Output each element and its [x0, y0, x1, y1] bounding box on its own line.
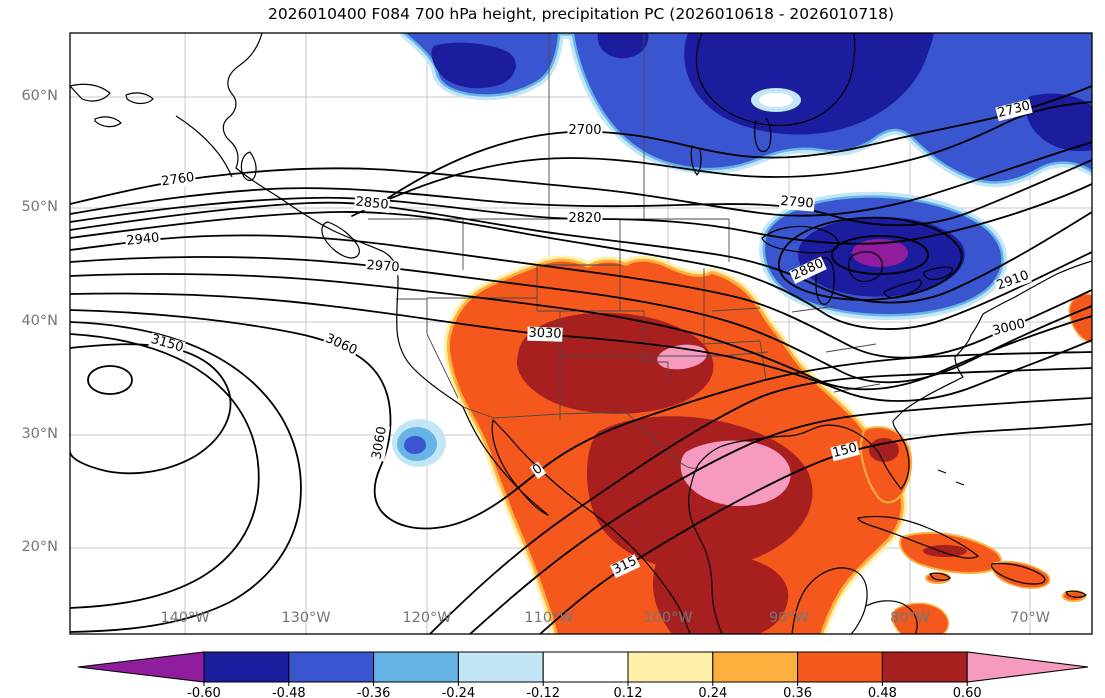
shading-darkred-plains — [516, 312, 714, 414]
plot-frame — [69, 32, 1093, 635]
border-midwest — [703, 219, 769, 381]
coast-lake-ontario — [923, 266, 953, 281]
contour-3030 — [70, 292, 1092, 402]
contour-3000 — [70, 273, 1092, 391]
border-provinces — [548, 33, 645, 219]
coast-central-america — [865, 600, 918, 634]
contour-3120 — [469, 397, 1092, 634]
coast-cuba — [857, 515, 979, 559]
coast-hispaniola — [991, 562, 1046, 585]
coast-vancouver-island — [321, 221, 360, 259]
shading-navy-west — [431, 42, 516, 89]
shading-navy-right-edge — [1025, 93, 1092, 152]
pc-shading — [392, 33, 1092, 634]
shading-positive-jamaica — [925, 572, 951, 584]
shading-hole-core — [759, 93, 793, 107]
colorbar-segment — [542, 651, 629, 683]
coast-puerto-rico — [1065, 590, 1087, 598]
contour-2880-closed — [777, 216, 963, 301]
colorbar-segment — [288, 651, 375, 683]
shading-positive-hispaniola — [992, 562, 1049, 588]
shading-navy-hudson — [684, 33, 934, 135]
contour-3120-west — [70, 333, 260, 609]
coast-yucatan — [791, 567, 868, 634]
border-us-mexico — [462, 406, 699, 469]
shading-darkred-florida — [869, 438, 899, 462]
contour-2730 — [351, 101, 1092, 217]
contour-3180-closed — [87, 365, 133, 395]
colorbar — [77, 651, 1089, 686]
coast-lake-huron — [848, 251, 883, 283]
contour-2970 — [70, 256, 1092, 384]
colorbar-under-arrow — [77, 651, 205, 683]
colorbar-segment — [373, 651, 459, 683]
shading-darkred-cuba — [923, 545, 967, 557]
shading-pink-gulf — [680, 440, 791, 507]
contour-2910 — [70, 211, 1092, 330]
shading-darkred-south — [653, 553, 789, 634]
colorbar-segment — [797, 651, 883, 683]
contour-3150-ridge — [70, 343, 232, 475]
shading-positive-honduras — [893, 604, 948, 634]
colorbar-segment — [457, 651, 544, 683]
coast-haida-gwaii — [240, 151, 257, 182]
contour-2850-closed — [831, 235, 929, 275]
contour-2760 — [70, 141, 1092, 217]
chart-title: 2026010400 F084 700 hPa height, precipit… — [267, 5, 895, 23]
colorbar-over-arrow — [966, 651, 1089, 683]
colorbar-segment — [627, 651, 714, 683]
coast-jamaica — [929, 572, 951, 581]
coast-alaska-islands — [70, 83, 233, 178]
contour-3090-west — [70, 321, 302, 633]
coast-lake-winnipeg — [690, 145, 702, 176]
shading-navy-top — [597, 33, 649, 59]
coast-hudson-bay — [695, 33, 856, 153]
contour-3090 — [429, 367, 1092, 634]
contour-2850 — [70, 201, 1092, 304]
colorbar-segment — [203, 651, 290, 683]
contour-2940 — [70, 234, 1092, 359]
shading-purple-core — [852, 239, 908, 267]
coast-bahamas — [937, 469, 965, 486]
contour-2790 — [70, 159, 1092, 227]
shading-baja-core — [404, 436, 426, 454]
colorbar-segment — [712, 651, 799, 683]
colorbar-segment — [881, 651, 968, 683]
